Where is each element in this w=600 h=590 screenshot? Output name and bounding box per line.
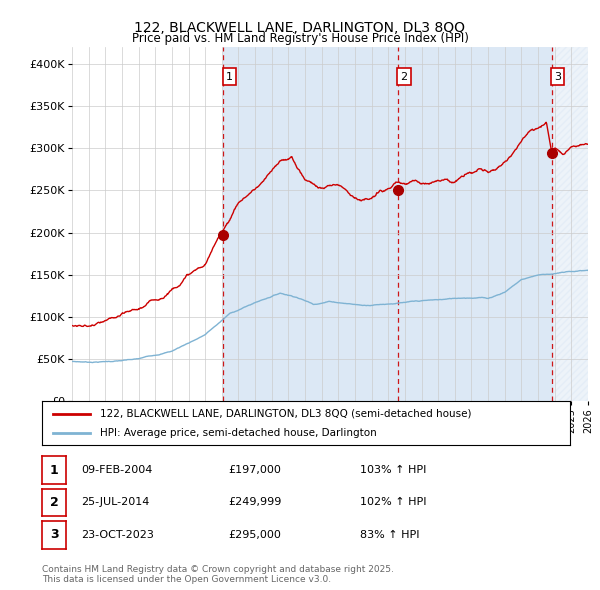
Text: 1: 1 <box>50 464 58 477</box>
Text: 3: 3 <box>554 72 561 81</box>
Text: 2: 2 <box>400 72 407 81</box>
Text: 09-FEB-2004: 09-FEB-2004 <box>81 465 152 475</box>
Text: 23-OCT-2023: 23-OCT-2023 <box>81 530 154 540</box>
Text: HPI: Average price, semi-detached house, Darlington: HPI: Average price, semi-detached house,… <box>100 428 377 438</box>
Text: Price paid vs. HM Land Registry's House Price Index (HPI): Price paid vs. HM Land Registry's House … <box>131 32 469 45</box>
Text: £295,000: £295,000 <box>228 530 281 540</box>
Bar <box>223 47 398 401</box>
Text: 83% ↑ HPI: 83% ↑ HPI <box>360 530 419 540</box>
Text: 25-JUL-2014: 25-JUL-2014 <box>81 497 149 507</box>
Text: £249,999: £249,999 <box>228 497 281 507</box>
Bar <box>398 47 551 401</box>
Text: 122, BLACKWELL LANE, DARLINGTON, DL3 8QQ: 122, BLACKWELL LANE, DARLINGTON, DL3 8QQ <box>134 21 466 35</box>
Text: 103% ↑ HPI: 103% ↑ HPI <box>360 465 427 475</box>
Text: 102% ↑ HPI: 102% ↑ HPI <box>360 497 427 507</box>
Text: £197,000: £197,000 <box>228 465 281 475</box>
Text: 1: 1 <box>226 72 233 81</box>
Text: 122, BLACKWELL LANE, DARLINGTON, DL3 8QQ (semi-detached house): 122, BLACKWELL LANE, DARLINGTON, DL3 8QQ… <box>100 409 472 418</box>
Text: Contains HM Land Registry data © Crown copyright and database right 2025.
This d: Contains HM Land Registry data © Crown c… <box>42 565 394 584</box>
Bar <box>551 47 588 401</box>
Text: 3: 3 <box>50 529 58 542</box>
Text: 2: 2 <box>50 496 58 509</box>
